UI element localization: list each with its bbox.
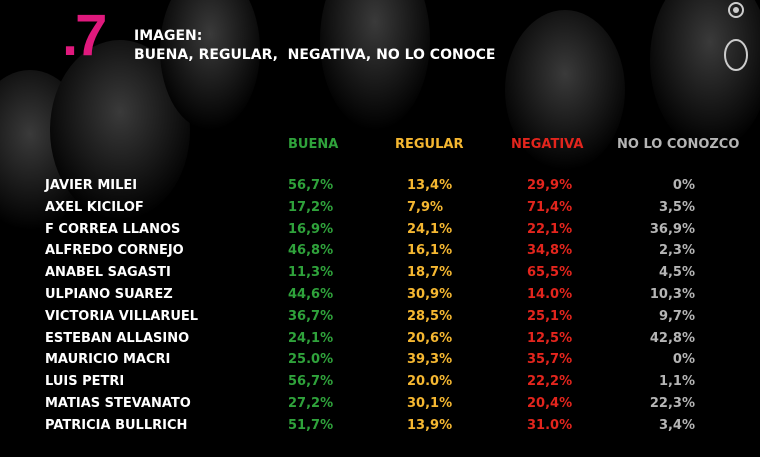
cell: 22,1% bbox=[527, 221, 573, 237]
row-name: ESTEBAN ALLASINO bbox=[45, 330, 190, 346]
cell: 3,4% bbox=[658, 417, 695, 433]
row-name: MATIAS STEVANATO bbox=[45, 396, 191, 411]
row-name: ANABEL SAGASTI bbox=[45, 265, 171, 281]
row-name: LUIS PETRI bbox=[45, 374, 125, 390]
cell: 20.0% bbox=[407, 374, 453, 390]
cell: 20,6% bbox=[407, 330, 453, 346]
cell: 13,9% bbox=[407, 417, 453, 433]
cell: 29,9% bbox=[527, 178, 573, 193]
cell: 65,5% bbox=[527, 265, 573, 281]
cell: 0% bbox=[672, 178, 695, 193]
cell: 71,4% bbox=[527, 199, 573, 215]
cell: 34,8% bbox=[527, 243, 573, 259]
row-name: F CORREA LLANOS bbox=[45, 221, 181, 237]
cell: 36,7% bbox=[288, 308, 334, 324]
column-header: NO LO CONOZCO bbox=[617, 137, 740, 152]
cell: 14.0% bbox=[527, 287, 573, 302]
icon bbox=[733, 7, 739, 13]
cell: 18,7% bbox=[407, 265, 453, 281]
row-name: VICTORIA VILLARUEL bbox=[45, 308, 199, 324]
cell: 12,5% bbox=[527, 330, 573, 346]
row-name: ALFREDO CORNEJO bbox=[45, 243, 184, 259]
slide-number: .7 bbox=[62, 3, 107, 68]
row-name: ULPIANO SUAREZ bbox=[45, 287, 173, 302]
title: IMAGEN: bbox=[134, 28, 203, 44]
cell: 13,4% bbox=[407, 178, 453, 193]
icon bbox=[728, 2, 744, 18]
face bbox=[160, 0, 260, 130]
column-header: REGULAR bbox=[395, 137, 464, 152]
column-header: BUENA bbox=[288, 137, 339, 152]
cell: 9,7% bbox=[658, 308, 695, 324]
cell: 20,4% bbox=[527, 396, 573, 411]
cell: 17,2% bbox=[288, 199, 334, 215]
cell: 25,1% bbox=[527, 308, 573, 324]
cell: 2,3% bbox=[658, 243, 695, 259]
cell: 16,9% bbox=[288, 221, 334, 237]
cell: 24,1% bbox=[288, 330, 334, 346]
face bbox=[320, 0, 430, 130]
row-name: PATRICIA BULLRICH bbox=[45, 417, 188, 433]
cell: 3,5% bbox=[658, 199, 695, 215]
cell: 44,6% bbox=[288, 287, 334, 302]
cell: 46,8% bbox=[288, 243, 334, 259]
row-name: JAVIER MILEI bbox=[45, 178, 138, 193]
cell: 0% bbox=[672, 352, 695, 368]
cell: 28,5% bbox=[407, 308, 453, 324]
cell: 1,1% bbox=[658, 374, 695, 390]
cell: 30,9% bbox=[407, 287, 453, 302]
cell: 56,7% bbox=[288, 178, 334, 193]
cell: 4,5% bbox=[658, 265, 695, 281]
cell: 10,3% bbox=[649, 287, 695, 302]
cell: 11,3% bbox=[288, 265, 334, 281]
cell: 16,1% bbox=[407, 243, 453, 259]
cell: 31.0% bbox=[527, 417, 573, 433]
row-name: MAURICIO MACRI bbox=[45, 352, 171, 368]
cell: 24,1% bbox=[407, 221, 453, 237]
cell: 30,1% bbox=[407, 396, 453, 411]
cell: 22,2% bbox=[527, 374, 573, 390]
cell: 36,9% bbox=[649, 221, 695, 237]
face bbox=[50, 40, 190, 220]
column-header: NEGATIVA bbox=[511, 137, 584, 152]
row-name: AXEL KICILOF bbox=[45, 199, 144, 215]
cell: 42,8% bbox=[649, 330, 695, 346]
cell: 51,7% bbox=[288, 417, 334, 433]
cell: 27,2% bbox=[288, 396, 334, 411]
subtitle: BUENA, REGULAR, NEGATIVA, NO LO CONOCE bbox=[134, 47, 496, 63]
cell: 22,3% bbox=[649, 396, 695, 411]
cell: 39,3% bbox=[407, 352, 453, 368]
face bbox=[505, 10, 625, 170]
face bbox=[650, 0, 760, 150]
cell: 56,7% bbox=[288, 374, 334, 390]
cell: 25.0% bbox=[288, 352, 334, 368]
cell: 35,7% bbox=[527, 352, 573, 368]
cell: 7,9% bbox=[407, 199, 444, 215]
crest bbox=[724, 39, 748, 71]
